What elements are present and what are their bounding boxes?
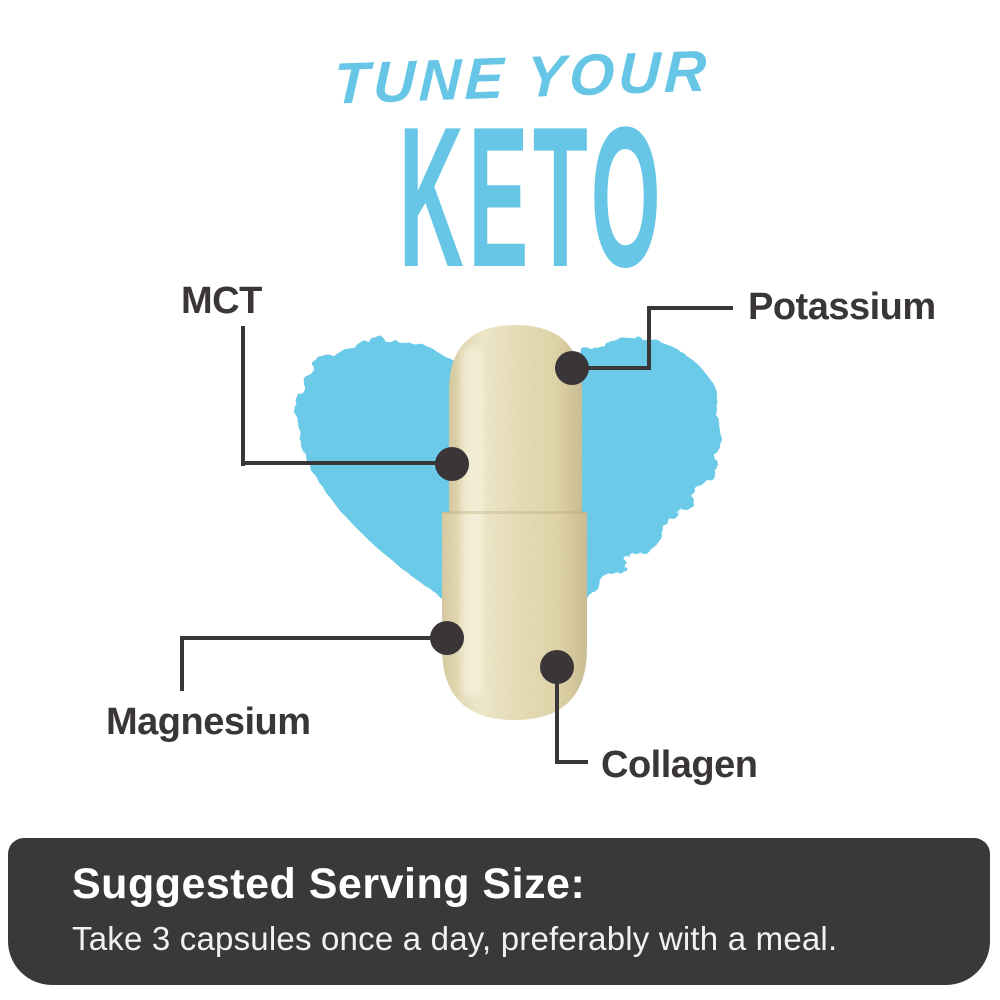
magnesium-connector-line-vertical bbox=[180, 636, 184, 691]
potassium-connector-line-horizontal-outer bbox=[647, 306, 733, 310]
magnesium-dot bbox=[430, 621, 464, 655]
label-mct: MCT bbox=[181, 280, 262, 322]
mct-connector-line-vertical bbox=[241, 326, 245, 466]
label-potassium: Potassium bbox=[748, 286, 936, 328]
magnesium-connector-line-horizontal bbox=[180, 636, 447, 640]
mct-connector-line-horizontal bbox=[241, 461, 454, 465]
potassium-connector-line-horizontal-inner bbox=[572, 366, 651, 370]
collagen-connector-line-horizontal bbox=[555, 760, 588, 764]
title-main-wrap: KETO bbox=[32, 98, 1000, 298]
serving-size-heading: Suggested Serving Size: bbox=[72, 860, 586, 908]
label-magnesium: Magnesium bbox=[106, 701, 311, 743]
serving-size-instructions: Take 3 capsules once a day, preferably w… bbox=[72, 920, 838, 957]
potassium-dot bbox=[555, 351, 589, 385]
title-main-line: KETO bbox=[398, 86, 666, 309]
collagen-connector-line-vertical bbox=[555, 667, 559, 764]
mct-dot bbox=[435, 447, 469, 481]
serving-size-bar: Suggested Serving Size: Take 3 capsules … bbox=[8, 838, 990, 985]
potassium-connector-line-vertical bbox=[647, 306, 651, 370]
collagen-dot bbox=[540, 650, 574, 684]
label-collagen: Collagen bbox=[601, 744, 758, 786]
